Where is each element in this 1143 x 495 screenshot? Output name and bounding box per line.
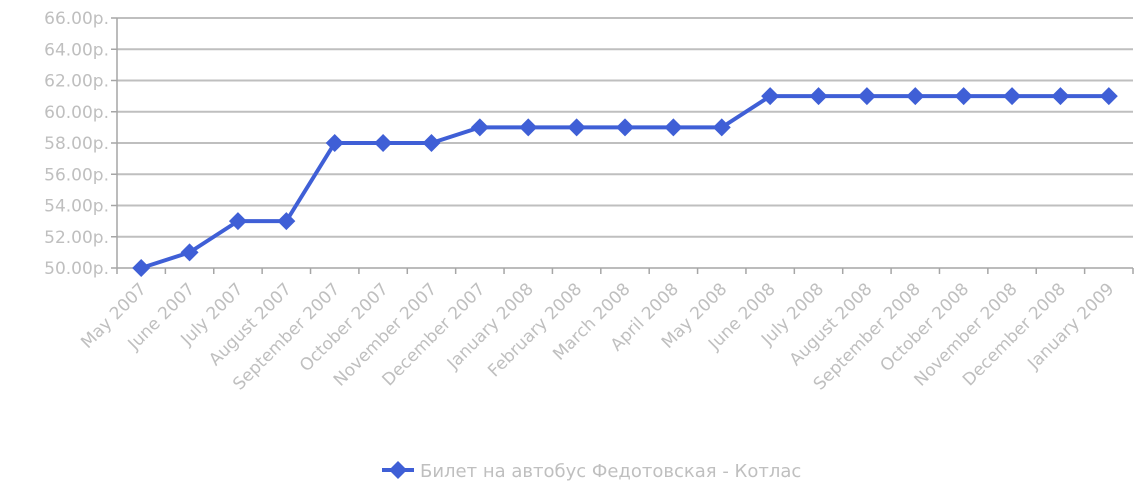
legend-label: Билет на автобус Федотовская - Котлас [420, 461, 801, 482]
data-point-marker [1003, 87, 1022, 106]
y-tick-label: 50.00р. [44, 259, 109, 279]
data-point-marker [180, 243, 199, 262]
y-tick-label: 60.00р. [44, 103, 109, 123]
data-point-marker [228, 212, 247, 231]
data-point-marker [616, 118, 634, 137]
series-markers [132, 87, 1118, 277]
data-point-marker [325, 134, 344, 152]
data-point-marker [906, 87, 925, 106]
y-tick-label: 54.00р. [44, 197, 109, 217]
data-point-marker [567, 118, 586, 137]
y-tick-label: 56.00р. [44, 165, 109, 185]
legend-diamond-icon [389, 461, 407, 479]
data-point-marker [422, 134, 441, 152]
data-point-marker [712, 118, 731, 137]
y-tick-label: 52.00р. [44, 228, 109, 248]
y-tick-label: 64.00р. [44, 40, 109, 60]
data-point-marker [470, 118, 489, 137]
data-point-marker [277, 212, 296, 231]
axes [111, 17, 1134, 274]
y-tick-label: 66.00р. [44, 9, 109, 29]
y-tick-labels: 50.00р. 52.00р. 54.00р. 56.00р. 58.00р. 60.00… [44, 9, 109, 279]
data-point-marker [374, 134, 393, 152]
data-point-marker [1051, 87, 1070, 106]
data-point-marker [954, 87, 973, 106]
data-point-marker [132, 259, 151, 277]
data-point-marker [809, 87, 828, 106]
data-point-marker [1099, 87, 1118, 106]
x-tick-label: January 2009 [1024, 279, 1119, 374]
y-tick-label: 62.00р. [44, 72, 109, 92]
data-point-marker [761, 87, 780, 106]
gridlines [117, 17, 1133, 238]
data-point-marker [664, 118, 683, 137]
data-point-marker [857, 87, 876, 106]
legend: Билет на автобус Федотовская - Котлас [382, 461, 801, 482]
data-point-marker [519, 118, 538, 137]
y-tick-label: 58.00р. [44, 134, 109, 154]
